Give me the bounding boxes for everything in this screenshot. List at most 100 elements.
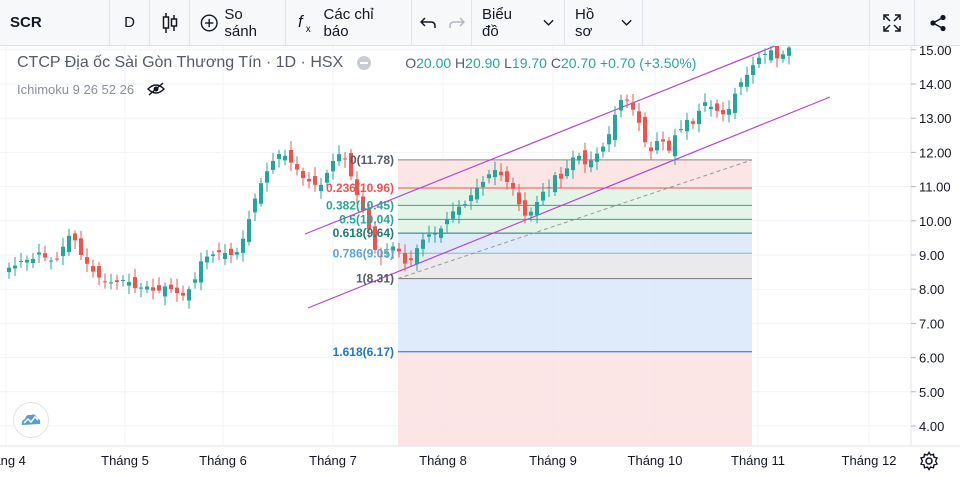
- y-tick-label: 13.00: [919, 111, 952, 126]
- candle-body: [595, 153, 599, 162]
- candle-body: [679, 129, 683, 131]
- indicator-legend: Ichimoku 9 26 52 26: [17, 81, 166, 97]
- candle-body: [583, 150, 587, 165]
- indicators-label: Các chỉ báo: [323, 5, 374, 40]
- eye-hidden-icon[interactable]: [146, 81, 166, 97]
- candle-body: [325, 172, 329, 183]
- candle-body: [775, 46, 779, 59]
- candle-body: [265, 171, 269, 183]
- candle-body: [247, 219, 251, 242]
- candle-body: [547, 187, 551, 189]
- chart-type-dropdown[interactable]: Biểu đồ: [472, 0, 565, 46]
- candle-body: [121, 279, 125, 281]
- candle-body: [19, 260, 23, 262]
- fib-band: [398, 233, 752, 254]
- interval-button[interactable]: D: [110, 0, 150, 46]
- hide-legend-icon[interactable]: [357, 56, 372, 70]
- candle-body: [115, 280, 119, 283]
- fullscreen-button[interactable]: [870, 0, 915, 46]
- candle-body: [505, 171, 509, 183]
- candle-body: [271, 160, 275, 170]
- candle-body: [241, 238, 245, 254]
- candle-body: [691, 121, 695, 124]
- x-tick-label: Tháng 9: [529, 453, 577, 468]
- candle-body: [787, 47, 791, 56]
- cloud-logo-icon: [21, 414, 41, 425]
- y-tick-label: 8.00: [919, 282, 944, 297]
- fib-level-label: 0.618(9.64): [333, 226, 394, 240]
- y-tick-label: 12.00: [919, 145, 952, 160]
- y-tick-label: 9.00: [919, 248, 944, 263]
- x-tick-label: Tháng 12: [842, 453, 897, 468]
- candle-body: [349, 152, 353, 177]
- candle-body: [415, 248, 419, 265]
- undo-icon: [419, 16, 436, 28]
- fib-level-label: 0.382(10.45): [326, 198, 394, 212]
- candle-body: [295, 164, 299, 170]
- legend-title: CTCP Địa ốc Sài Gòn Thương Tín · 1D · HS…: [17, 54, 344, 71]
- tradingview-logo-button[interactable]: [13, 402, 49, 438]
- candle-body: [181, 292, 185, 296]
- axes: 4.00 5.00 6.00 7.00 8.00 9.00 10.00 11.00 12.00 1…: [0, 46, 960, 468]
- candle-body: [67, 235, 71, 252]
- symbol-search[interactable]: SCR: [0, 0, 110, 46]
- svg-text:x: x: [306, 23, 311, 33]
- candle-body: [619, 99, 623, 111]
- candle-body: [697, 110, 701, 125]
- candle-body: [565, 168, 569, 177]
- open-label: O: [405, 55, 417, 71]
- candle-body: [97, 266, 101, 278]
- candle-body: [229, 248, 233, 255]
- undo-button[interactable]: [412, 0, 443, 46]
- y-tick-label: 10.00: [919, 214, 952, 229]
- candle-body: [109, 282, 113, 284]
- fib-band-extension: [398, 351, 752, 446]
- candle-body: [253, 198, 257, 213]
- candle-body: [499, 171, 503, 176]
- chevron-down-icon: [621, 19, 632, 26]
- candle-body: [61, 246, 65, 257]
- candle-body: [673, 135, 677, 157]
- candle-body: [445, 219, 449, 225]
- candles-icon: [162, 12, 177, 33]
- share-button[interactable]: [915, 0, 960, 46]
- candle-body: [127, 282, 131, 286]
- price-chart[interactable]: 0(11.78) 0.236(10.96) 0.382(10.45)0.5(10.0…: [0, 46, 960, 477]
- candle-body: [235, 252, 239, 255]
- chart-area[interactable]: 0(11.78) 0.236(10.96) 0.382(10.45) 0.5(10.0…: [0, 46, 960, 477]
- profile-label: Hồ sơ: [575, 5, 595, 40]
- candle-body: [79, 238, 83, 255]
- candle-body: [721, 109, 725, 115]
- candle-body: [493, 170, 497, 178]
- candle-body: [523, 200, 527, 216]
- series-legend: CTCP Địa ốc Sài Gòn Thương Tín · 1D · HS…: [17, 54, 696, 72]
- fib-level-label: 0(11.78): [350, 153, 394, 167]
- y-tick-label: 11.00: [919, 180, 951, 195]
- candle-body: [193, 279, 197, 283]
- candle-body: [559, 173, 563, 179]
- candle-body: [451, 211, 455, 219]
- candle-body: [379, 255, 383, 257]
- chart-style-button[interactable]: [150, 0, 190, 46]
- ichimoku-label: Ichimoku 9 26 52 26: [17, 81, 135, 97]
- candle-body: [553, 175, 557, 193]
- candle-body: [139, 287, 143, 289]
- candle-body: [541, 191, 545, 201]
- redo-button[interactable]: [443, 0, 472, 46]
- candle-body: [259, 183, 263, 204]
- compare-button[interactable]: So sánh: [190, 0, 286, 46]
- settings-button[interactable]: [916, 448, 942, 474]
- candle-body: [625, 99, 629, 101]
- candle-body: [133, 277, 137, 289]
- candle-body: [463, 204, 467, 206]
- candle-body: [745, 74, 749, 87]
- candle-body: [361, 196, 365, 211]
- x-tick-label: Tháng 5: [101, 453, 149, 468]
- profile-dropdown[interactable]: Hồ sơ: [565, 0, 643, 46]
- candle-body: [763, 53, 767, 55]
- candle-body: [637, 111, 641, 123]
- y-tick-label: 7.00: [919, 316, 944, 331]
- candle-body: [643, 116, 647, 143]
